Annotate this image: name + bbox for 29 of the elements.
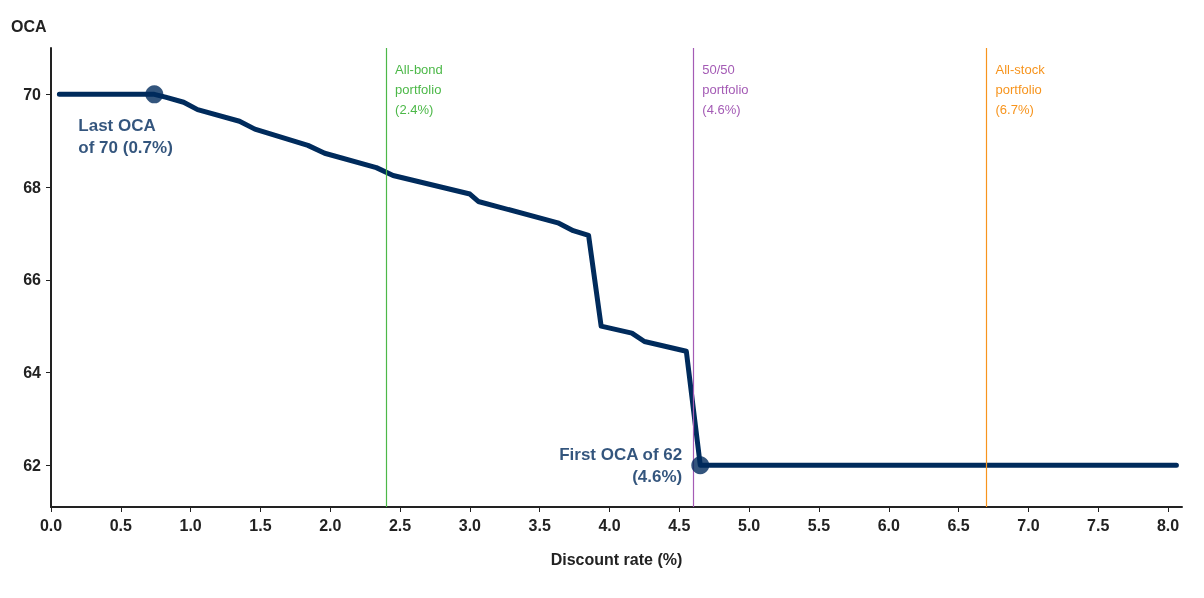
x-tick-label: 2.0 [319,516,342,534]
x-tick-label: 6.5 [947,516,970,534]
y-tick-label: 66 [23,271,42,289]
x-axis-title: Discount rate (%) [550,550,683,568]
y-axis-title: OCA [11,17,47,35]
x-tick-label: 1.0 [179,516,202,534]
x-tick-label: 8.0 [1156,516,1180,534]
x-tick-label: 7.0 [1017,516,1040,534]
y-tick-label: 64 [23,364,42,382]
x-tick-label: 5.5 [807,516,831,534]
ref-line-label: All-stock portfolio (6.7%) [995,61,1046,117]
x-tick-label: 3.5 [528,516,551,534]
x-tick-label: 0.5 [109,516,133,534]
x-tick-label: 5.0 [738,516,761,534]
y-tick-label: 70 [23,85,42,103]
annotation: Last OCA of 70 (0.7%) [78,115,173,157]
y-tick-label: 68 [23,178,42,196]
x-tick-label: 7.5 [1087,516,1110,534]
x-tick-label: 0.0 [39,516,63,534]
x-tick-label: 6.0 [877,516,900,534]
annotation: First OCA of 62 (4.6%) [559,444,683,486]
x-tick-label: 3.0 [458,516,482,534]
x-tick-label: 4.0 [598,516,621,534]
ref-line-label: 50/50 portfolio (4.6%) [702,61,749,117]
ref-line-label: All-bond portfolio (2.4%) [395,61,443,117]
x-tick-label: 2.5 [388,516,412,534]
x-tick-label: 1.5 [249,516,272,534]
y-tick-label: 62 [23,456,42,474]
x-tick-label: 4.5 [668,516,691,534]
